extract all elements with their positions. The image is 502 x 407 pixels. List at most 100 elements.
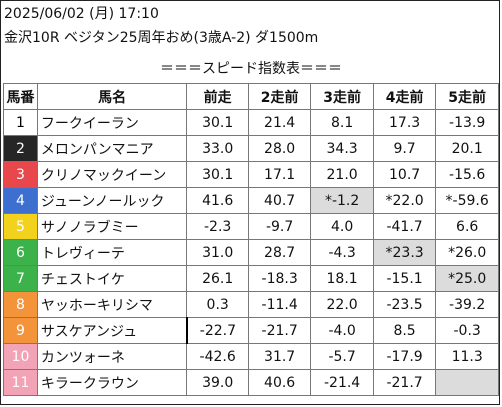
speed-index-cell: 30.1 xyxy=(186,109,249,136)
speed-index-cell: 40.7 xyxy=(247,187,312,214)
speed-index-cell: 6.6 xyxy=(435,213,499,240)
speed-index-cell: -15.6 xyxy=(435,161,499,188)
speed-index-cell: -39.2 xyxy=(435,291,499,318)
horse-name: ヤッホーキリシマ xyxy=(36,291,188,318)
horse-name: サノノラブミー xyxy=(36,213,188,240)
speed-index-cell: 34.3 xyxy=(310,135,374,162)
table-row: 1 フークイーラン 30.1 21.4 8.1 17.3 -13.9 xyxy=(3,109,499,136)
speed-index-cell: 40.6 xyxy=(247,369,312,396)
speed-index-cell: 9.7 xyxy=(372,135,437,162)
speed-index-cell: 11.3 xyxy=(435,343,499,370)
race-datetime: 2025/06/02 (月) 17:10 xyxy=(4,6,159,22)
header-race-4: 4走前 xyxy=(372,83,437,110)
speed-index-cell: *26.0 xyxy=(435,239,499,266)
speed-index-cell: -23.5 xyxy=(372,291,437,318)
speed-index-cell: 0.3 xyxy=(186,291,249,318)
horse-name: カンツォーネ xyxy=(36,343,188,370)
horse-number: 6 xyxy=(3,239,38,266)
table-row: 2 メロンパンマニア 33.0 28.0 34.3 9.7 20.1 xyxy=(3,135,499,162)
table-row: 7 チェストイケ 26.1 -18.3 18.1 -15.1 *25.0 xyxy=(3,265,499,292)
speed-index-cell: 26.1 xyxy=(186,265,249,292)
horse-name: メロンパンマニア xyxy=(36,135,188,162)
horse-name: キラークラウン xyxy=(36,369,188,396)
speed-index-cell: 17.3 xyxy=(372,109,437,136)
speed-index-cell: -4.0 xyxy=(310,317,374,344)
speed-index-cell: 20.1 xyxy=(435,135,499,162)
table-body: 1 フークイーラン 30.1 21.4 8.1 17.3 -13.9 2 メロンパンマニア 33.… xyxy=(3,109,499,396)
table-header-row: 馬番 馬名 前走 2走前 3走前 4走前 5走前 xyxy=(3,83,499,110)
horse-number: 5 xyxy=(3,213,38,240)
speed-index-cell: -11.4 xyxy=(247,291,312,318)
speed-index-cell xyxy=(435,369,499,396)
horse-number: 2 xyxy=(3,135,38,162)
horse-name: トレヴィーテ xyxy=(36,239,188,266)
speed-index-cell: -2.3 xyxy=(186,213,249,240)
speed-index-cell: 30.1 xyxy=(186,161,249,188)
speed-index-cell: 31.0 xyxy=(186,239,249,266)
speed-index-cell: 10.7 xyxy=(372,161,437,188)
speed-index-cell: -18.3 xyxy=(247,265,312,292)
horse-number: 9 xyxy=(3,317,38,344)
horse-name: クリノマックイーン xyxy=(36,161,188,188)
speed-index-cell: 18.1 xyxy=(310,265,374,292)
horse-number: 1 xyxy=(3,109,38,136)
speed-index-cell: -9.7 xyxy=(247,213,312,240)
speed-index-cell: 17.1 xyxy=(247,161,312,188)
speed-index-cell: *-59.6 xyxy=(435,187,499,214)
horse-number: 4 xyxy=(3,187,38,214)
table-row: 10 カンツォーネ -42.6 31.7 -5.7 -17.9 11.3 xyxy=(3,343,499,370)
table-row: 8 ヤッホーキリシマ 0.3 -11.4 22.0 -23.5 -39.2 xyxy=(3,291,499,318)
speed-index-cell: 28.7 xyxy=(247,239,312,266)
speed-index-cell: 4.0 xyxy=(310,213,374,240)
speed-index-cell: 33.0 xyxy=(186,135,249,162)
horse-number: 3 xyxy=(3,161,38,188)
header-horse-name: 馬名 xyxy=(36,83,188,110)
horse-number: 7 xyxy=(3,265,38,292)
horse-name: チェストイケ xyxy=(36,265,188,292)
speed-index-cell: *22.0 xyxy=(372,187,437,214)
speed-index-cell: 22.0 xyxy=(310,291,374,318)
speed-index-cell: -42.6 xyxy=(186,343,249,370)
speed-index-cell: 21.0 xyxy=(310,161,374,188)
table-row: 5 サノノラブミー -2.3 -9.7 4.0 -41.7 6.6 xyxy=(3,213,499,240)
speed-index-cell: *25.0 xyxy=(435,265,499,292)
header-race-5: 5走前 xyxy=(435,83,499,110)
table-title: ＝＝＝スピード指数表＝＝＝ xyxy=(160,61,342,77)
speed-index-cell: -21.7 xyxy=(372,369,437,396)
speed-index-cell: *23.3 xyxy=(372,239,437,266)
race-title: 金沢10R ベジタン25周年おめ(3歳A-2) ダ1500m xyxy=(4,30,319,46)
table-row: 11 キラークラウン 39.0 40.6 -21.4 -21.7 xyxy=(3,369,499,396)
speed-index-cell: 21.4 xyxy=(247,109,312,136)
speed-index-cell: 8.1 xyxy=(310,109,374,136)
horse-name: サスケアンジュ xyxy=(36,317,188,344)
speed-index-cell: 39.0 xyxy=(186,369,249,396)
header-race-1: 前走 xyxy=(186,83,249,110)
speed-index-cell: -0.3 xyxy=(435,317,499,344)
speed-index-cell: -41.7 xyxy=(372,213,437,240)
horse-name: フークイーラン xyxy=(36,109,188,136)
horse-name: ジューンノールック xyxy=(36,187,188,214)
speed-index-table: 馬番 馬名 前走 2走前 3走前 4走前 5走前 1 フークイーラン 30.1 21.… xyxy=(3,83,499,396)
header-horse-number: 馬番 xyxy=(3,83,38,110)
speed-index-cell: 41.6 xyxy=(186,187,249,214)
horse-number: 11 xyxy=(3,369,38,396)
speed-index-cell: 28.0 xyxy=(247,135,312,162)
speed-index-cell: 8.5 xyxy=(372,317,437,344)
horse-number: 8 xyxy=(3,291,38,318)
table-row: 6 トレヴィーテ 31.0 28.7 -4.3 *23.3 *26.0 xyxy=(3,239,499,266)
speed-index-cell: -17.9 xyxy=(372,343,437,370)
speed-index-cell: -15.1 xyxy=(372,265,437,292)
speed-index-cell: -21.4 xyxy=(310,369,374,396)
table-row: 4 ジューンノールック 41.6 40.7 *-1.2 *22.0 *-59.6 xyxy=(3,187,499,214)
speed-index-cell: -22.7 xyxy=(185,317,249,344)
horse-number: 10 xyxy=(3,343,38,370)
speed-index-cell: 31.7 xyxy=(247,343,312,370)
speed-index-cell: -5.7 xyxy=(310,343,374,370)
table-row: 9 サスケアンジュ -22.7 -21.7 -4.0 8.5 -0.3 xyxy=(3,317,499,344)
speed-index-cell: -13.9 xyxy=(435,109,499,136)
table-row: 3 クリノマックイーン 30.1 17.1 21.0 10.7 -15.6 xyxy=(3,161,499,188)
header-race-3: 3走前 xyxy=(310,83,374,110)
header-race-2: 2走前 xyxy=(247,83,312,110)
speed-index-cell: -21.7 xyxy=(247,317,312,344)
